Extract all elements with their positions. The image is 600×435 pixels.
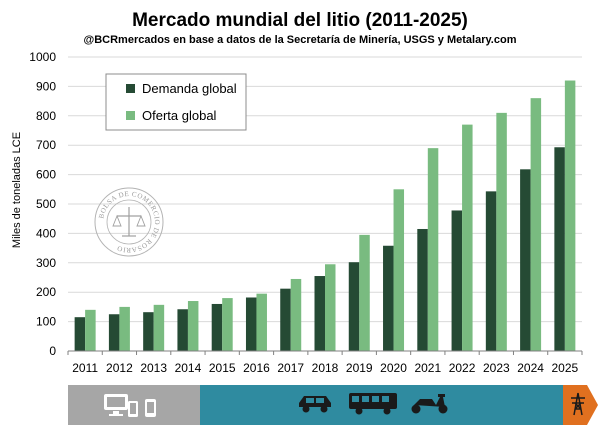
- bar-demanda-2017: [280, 288, 291, 351]
- bcr-seal-logo: BOLSA DE COMERCIO DE ROSARIO: [94, 187, 164, 257]
- x-tick-label: 2015: [209, 361, 236, 375]
- legend-box: [105, 73, 247, 131]
- bar-oferta-2012: [119, 306, 130, 351]
- bar-oferta-2013: [153, 304, 165, 351]
- y-tick-label: 900: [36, 79, 56, 93]
- power-tower-icon: [571, 392, 585, 416]
- legend: Demanda global Oferta global: [105, 73, 247, 131]
- legend-label-demanda: Demanda global: [142, 81, 237, 96]
- y-axis-ticks: 0 100 200 300 400 500 600 700 800 900 1000: [29, 50, 56, 358]
- y-tick-label: 800: [36, 109, 56, 123]
- bar-oferta-2016: [256, 293, 267, 351]
- bar-demanda-2015: [211, 303, 223, 351]
- bar-oferta-2019: [359, 234, 370, 351]
- y-tick-label: 700: [36, 138, 56, 152]
- bus-icon: [349, 393, 397, 415]
- bar-oferta-2011: [85, 309, 96, 351]
- y-tick-label: 0: [49, 344, 56, 358]
- bar-demanda-2025: [554, 147, 565, 351]
- x-tick-label: 2023: [483, 361, 510, 375]
- bar-oferta-2014: [187, 301, 199, 351]
- period-strip: [68, 385, 598, 425]
- y-tick-label: 300: [36, 256, 56, 270]
- x-tick-label: 2024: [517, 361, 544, 375]
- y-tick-label: 1000: [29, 50, 56, 64]
- bar-oferta-2021: [427, 148, 439, 351]
- x-tick-label: 2021: [414, 361, 441, 375]
- x-tick-label: 2014: [175, 361, 202, 375]
- bar-demanda-2023: [485, 191, 497, 351]
- bar-demanda-2016: [245, 297, 257, 351]
- bar-demanda-2012: [108, 314, 120, 351]
- legend-swatch-demanda: [126, 84, 135, 93]
- bar-demanda-2013: [143, 312, 154, 351]
- x-tick-label: 2011: [72, 361, 98, 375]
- y-tick-label: 500: [36, 197, 56, 211]
- phone-icon: [145, 399, 156, 417]
- scooter-icon: [411, 394, 448, 414]
- bar-demanda-2019: [348, 262, 360, 351]
- bar-demanda-2024: [520, 169, 531, 351]
- bar-oferta-2018: [325, 264, 336, 351]
- x-tick-label: 2020: [380, 361, 407, 375]
- y-tick-label: 100: [36, 315, 56, 329]
- legend-swatch-oferta: [126, 111, 135, 120]
- x-tick-label: 2018: [312, 361, 339, 375]
- bar-oferta-2022: [462, 124, 473, 352]
- x-tick-label: 2013: [140, 361, 167, 375]
- x-tick-label: 2019: [346, 361, 373, 375]
- bar-oferta-2025: [564, 80, 576, 352]
- x-tick-label: 2025: [552, 361, 579, 375]
- x-tick-label: 2012: [106, 361, 133, 375]
- tablet-icon: [128, 401, 138, 417]
- y-tick-label: 400: [36, 226, 56, 240]
- y-tick-label: 600: [36, 168, 56, 182]
- bar-oferta-2015: [222, 298, 233, 351]
- bar-demanda-2018: [314, 276, 325, 351]
- bar-demanda-2014: [177, 309, 188, 351]
- x-axis-ticks: 2011 2012 2013 2014 2015 2016 2017 2018 2019 2020…: [67, 351, 583, 375]
- bar-oferta-2023: [496, 112, 507, 351]
- bar-oferta-2024: [530, 98, 542, 351]
- bars: [74, 80, 576, 352]
- laptop-icon: [104, 394, 128, 416]
- car-icon: [299, 396, 331, 413]
- y-axis-label: Miles de toneladas LCE: [11, 132, 23, 248]
- bar-oferta-2020: [393, 189, 405, 351]
- chart-title: Mercado mundial del litio (2011-2025): [132, 10, 468, 31]
- chart-subtitle: @BCRmercados en base a datos de la Secre…: [84, 34, 517, 46]
- bar-demanda-2021: [417, 228, 428, 351]
- bar-oferta-2017: [290, 278, 302, 351]
- bar-demanda-2022: [451, 210, 463, 351]
- bar-demanda-2011: [74, 317, 86, 351]
- x-tick-label: 2022: [449, 361, 476, 375]
- x-tick-label: 2016: [243, 361, 270, 375]
- bar-demanda-2020: [383, 245, 394, 351]
- x-tick-label: 2017: [277, 361, 304, 375]
- gridlines: [68, 56, 582, 323]
- legend-label-oferta: Oferta global: [142, 108, 217, 123]
- y-tick-label: 200: [36, 285, 56, 299]
